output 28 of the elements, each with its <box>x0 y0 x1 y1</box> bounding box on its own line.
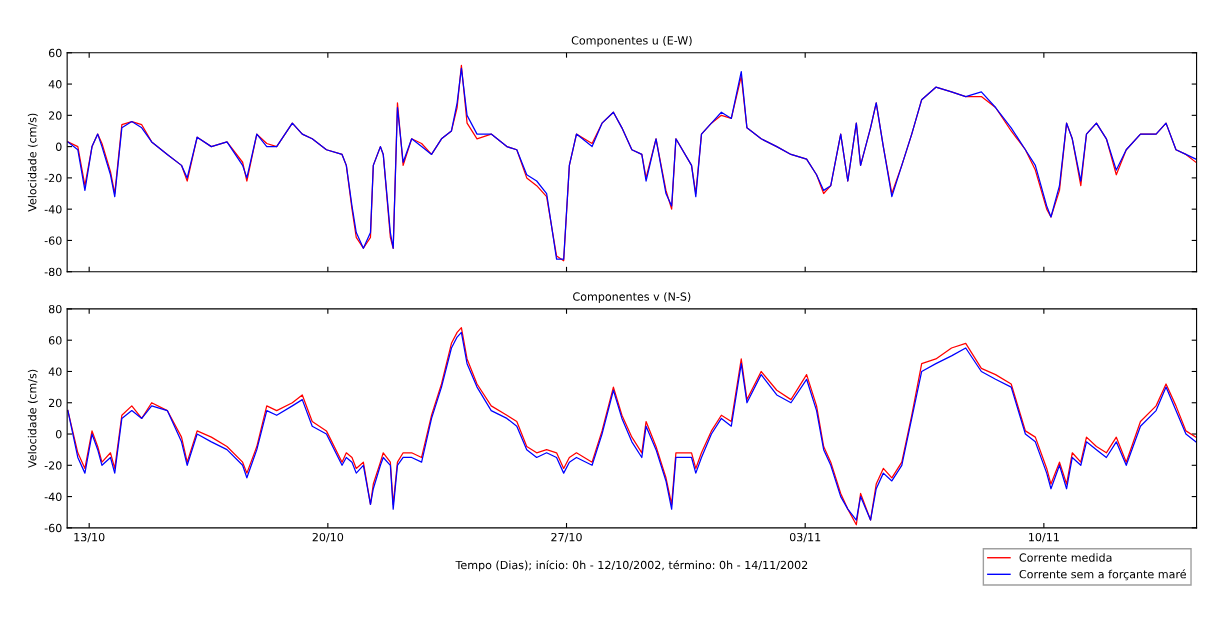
x-axis-title: Tempo (Dias); início: 0h - 12/10/2002, término: 0h - 14/11/2002 <box>455 560 808 572</box>
y-tick-label: 60 <box>48 336 62 345</box>
y-tick-label: 0 <box>55 430 62 439</box>
y-axis-title: Velocidade (cm/s) <box>27 369 38 468</box>
x-tick-label: 20/10 <box>312 532 344 543</box>
y-tick-label: -20 <box>44 173 62 183</box>
y-tick-label: 80 <box>48 304 62 314</box>
y-tick-label: -60 <box>44 236 62 245</box>
y-axis-title: Velocidade (cm/s) <box>27 113 38 212</box>
y-tick-label: 0 <box>55 142 62 151</box>
x-tick-label: 27/10 <box>551 532 582 543</box>
chart-title: Componentes v (N-S) <box>573 292 691 303</box>
y-tick-label: 20 <box>48 111 62 120</box>
chart-title: Componentes u (E-W) <box>571 36 692 47</box>
legend-label: Corrente medida <box>1019 553 1112 562</box>
y-tick-label: 40 <box>48 367 62 376</box>
y-tick-label: -40 <box>44 492 62 501</box>
y-tick-label: -40 <box>44 205 62 214</box>
y-tick-label: 20 <box>48 398 62 408</box>
y-tick-label: -60 <box>44 523 62 533</box>
x-tick-label: 13/10 <box>74 532 105 543</box>
legend-label: Corrente sem a forçante maré <box>1019 569 1186 581</box>
x-tick-label: 03/11 <box>789 532 821 543</box>
y-tick-label: -20 <box>44 461 62 470</box>
y-tick-label: 40 <box>48 80 62 89</box>
y-tick-label: -80 <box>44 267 62 277</box>
x-tick-label: 10/11 <box>1029 532 1059 543</box>
y-tick-label: 60 <box>48 48 62 58</box>
